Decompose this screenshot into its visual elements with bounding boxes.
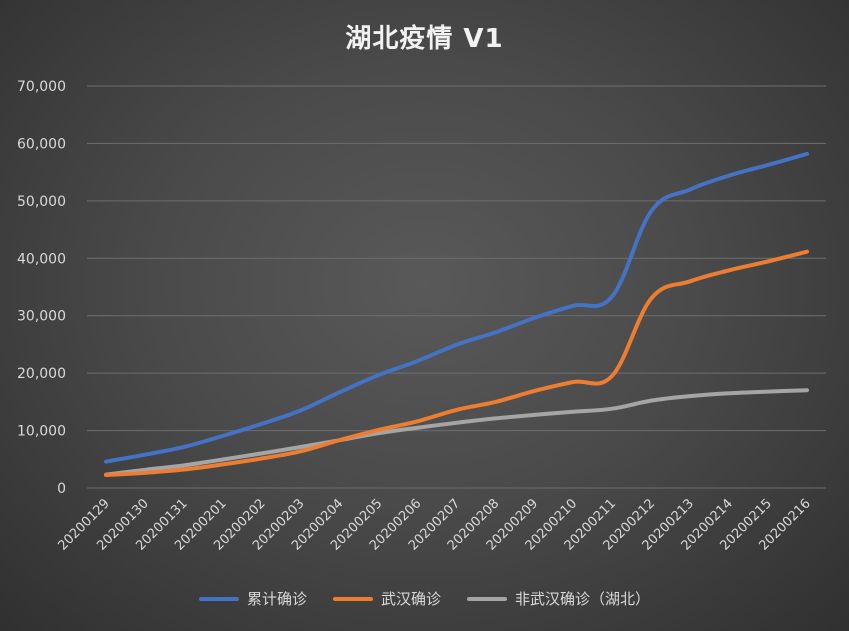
y-tick-label: 10,000 [17,424,66,440]
series-line-0 [104,151,809,464]
series-line-1 [104,249,809,478]
series-line-2 [104,388,809,477]
legend-item-2: 非武汉确诊（湖北） [467,588,650,609]
legend-item-0: 累计确诊 [198,588,307,609]
y-tick-label: 20,000 [17,366,66,382]
chart-legend: 累计确诊 武汉确诊 非武汉确诊（湖北） [0,588,849,609]
y-tick-label: 30,000 [17,309,66,325]
y-tick-label: 70,000 [17,79,66,95]
legend-label: 累计确诊 [246,590,307,608]
chart-title: 湖北疫情 V1 [345,24,504,54]
legend-item-1: 武汉确诊 [332,588,441,609]
legend-label: 武汉确诊 [380,590,441,608]
legend-swatch [198,596,239,601]
legend-label: 非武汉确诊（湖北） [515,590,651,608]
y-tick-label: 50,000 [17,194,66,210]
legend-swatch [467,596,507,601]
legend-swatch [332,596,373,601]
y-tick-label: 40,000 [17,251,66,267]
y-tick-label: 60,000 [17,136,66,152]
y-tick-label: 0 [57,481,66,497]
